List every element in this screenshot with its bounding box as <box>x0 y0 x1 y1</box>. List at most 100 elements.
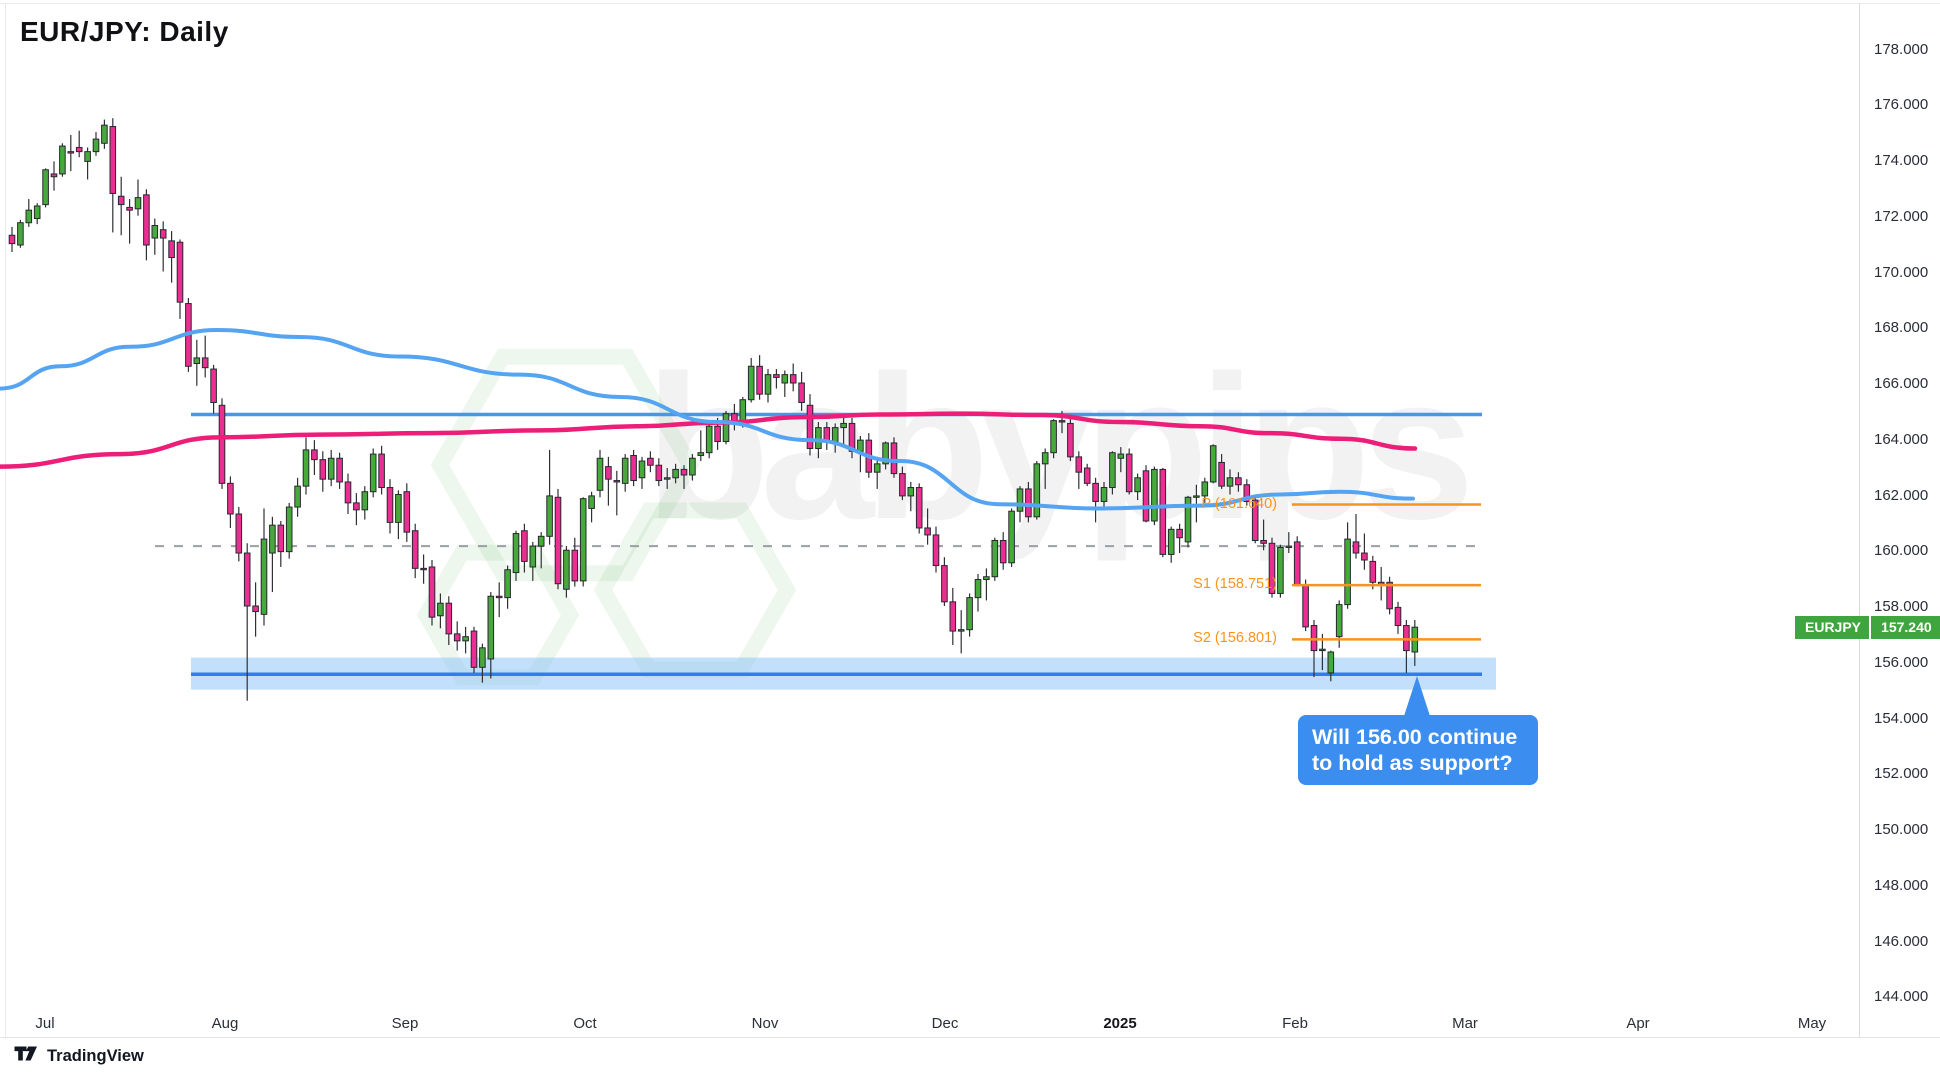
candle <box>134 179 142 216</box>
candle <box>840 416 847 445</box>
price-tick-label: 148.000 <box>1874 876 1929 894</box>
candles-layer <box>8 118 1419 701</box>
price-tick-label: 174.000 <box>1874 152 1929 169</box>
candle <box>369 448 377 498</box>
candle <box>899 466 906 501</box>
time-tick-label: Dec <box>931 1015 959 1032</box>
candle <box>638 456 646 489</box>
candle <box>630 449 637 487</box>
candle <box>344 473 352 515</box>
candle <box>378 445 385 495</box>
candle <box>521 523 528 573</box>
chart-title: EUR/JPY: Daily <box>20 16 229 47</box>
candle <box>1151 466 1158 526</box>
candle <box>1277 544 1284 598</box>
candle <box>512 530 520 581</box>
candle <box>277 520 285 567</box>
candle <box>1050 419 1057 459</box>
candle <box>1369 555 1377 590</box>
candle <box>722 410 730 445</box>
candle <box>1218 454 1225 489</box>
candle <box>529 541 537 581</box>
candle <box>773 369 780 389</box>
candle <box>1201 477 1209 503</box>
candle <box>1159 468 1167 558</box>
candle <box>915 483 923 534</box>
candle <box>1109 451 1116 495</box>
candle <box>705 422 713 459</box>
moving-average-pink[interactable] <box>0 411 1418 469</box>
candle <box>1403 619 1410 673</box>
candle <box>672 463 679 484</box>
candle <box>143 189 150 261</box>
candle <box>831 423 839 453</box>
candle <box>33 203 41 225</box>
candle <box>957 610 965 654</box>
candle <box>437 593 444 629</box>
candle <box>201 335 209 378</box>
candle <box>907 481 915 512</box>
candle <box>1134 473 1141 501</box>
price-tick-label: 156.000 <box>1874 653 1929 671</box>
candle <box>823 422 831 450</box>
price-tick-label: 152.000 <box>1874 765 1929 783</box>
candle <box>949 587 957 646</box>
time-tick-label: Nov <box>751 1015 779 1032</box>
candle <box>285 502 293 559</box>
candle <box>1193 484 1200 523</box>
candle <box>101 119 108 149</box>
moving-average-blue[interactable] <box>0 328 1415 511</box>
candle <box>1327 650 1335 682</box>
candle <box>25 199 33 227</box>
time-tick-label: Aug <box>211 1015 239 1032</box>
tradingview-icon <box>14 1046 37 1061</box>
candle <box>336 452 343 489</box>
candle <box>999 532 1007 570</box>
price-tick-label: 154.000 <box>1874 709 1929 727</box>
candle <box>1092 477 1099 523</box>
candle <box>731 403 738 431</box>
badge-divider <box>1869 615 1872 639</box>
tradingview-logo-link[interactable]: TradingView <box>14 1046 144 1066</box>
candle <box>42 168 49 208</box>
candle <box>302 437 310 495</box>
candle <box>1335 600 1343 648</box>
candle <box>1176 523 1183 554</box>
candle <box>596 449 604 498</box>
price-tick-label: 146.000 <box>1874 932 1929 950</box>
price-axis-separator <box>1859 3 1860 1037</box>
candle <box>311 440 318 475</box>
candle <box>479 643 486 683</box>
candle <box>176 239 184 319</box>
candle <box>1226 469 1234 495</box>
candle <box>1008 508 1015 567</box>
candle <box>655 458 663 487</box>
time-tick-label: 2025 <box>1103 1015 1137 1032</box>
candle <box>17 219 24 248</box>
candle <box>294 477 301 517</box>
candle <box>504 565 511 609</box>
candle <box>1251 495 1259 544</box>
candle <box>647 451 654 473</box>
candle <box>428 560 436 626</box>
time-tick-label: Oct <box>573 1015 597 1032</box>
candle <box>1117 447 1125 473</box>
candle <box>470 626 478 673</box>
candle <box>764 369 772 403</box>
candle <box>395 490 402 540</box>
support-callout[interactable]: Will 156.00 continue to hold as support? <box>1298 715 1538 786</box>
pivot-line-label: S1 (158.751) <box>1193 576 1277 593</box>
candle <box>781 370 789 397</box>
candle <box>924 508 931 545</box>
candle <box>353 493 360 526</box>
candle <box>59 143 66 177</box>
candle <box>563 546 570 598</box>
candle <box>126 199 133 244</box>
candle <box>571 537 579 587</box>
price-tick-label: 158.000 <box>1874 598 1929 615</box>
last-price-badge: EURJPY 157.240 <box>1795 615 1940 639</box>
candle <box>537 532 545 569</box>
candle <box>1100 481 1108 509</box>
candle <box>1361 533 1368 570</box>
